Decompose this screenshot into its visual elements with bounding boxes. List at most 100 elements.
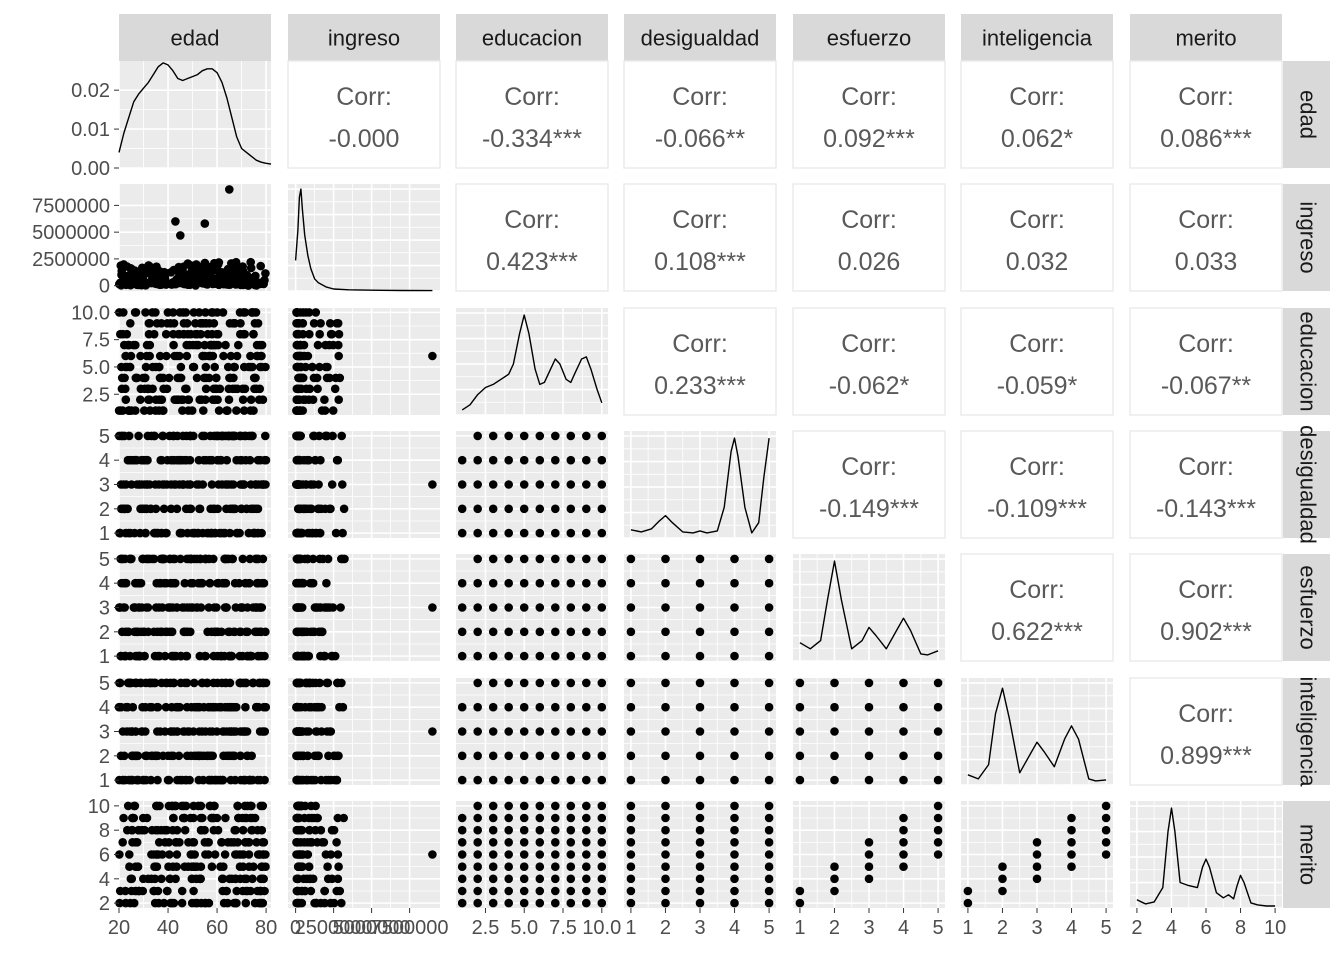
- point: [139, 455, 148, 465]
- point: [297, 603, 307, 612]
- point: [136, 504, 145, 514]
- point: [519, 775, 529, 785]
- point: [122, 727, 132, 736]
- panel-esfuerzo-merito: Corr: 0.902***: [1129, 553, 1283, 662]
- point: [1067, 838, 1076, 847]
- point: [730, 898, 739, 908]
- point: [141, 308, 150, 317]
- point: [504, 578, 513, 588]
- point: [256, 261, 266, 271]
- y-tick-label: 0: [99, 276, 110, 298]
- panel-esfuerzo-ingreso: [288, 554, 440, 661]
- point: [933, 801, 943, 811]
- point: [241, 678, 251, 688]
- point: [519, 578, 529, 588]
- point: [185, 480, 195, 489]
- point: [332, 838, 341, 847]
- panel-merito-desigualdad: [624, 801, 776, 908]
- point: [730, 775, 739, 785]
- corr-panel-bg: [455, 60, 609, 169]
- point: [830, 874, 839, 884]
- point: [157, 395, 167, 405]
- x-tick-label: 2: [660, 917, 671, 939]
- y-tick-label: 6: [99, 845, 110, 867]
- point: [695, 862, 705, 871]
- point: [324, 775, 333, 785]
- point: [257, 862, 266, 871]
- point: [535, 528, 545, 538]
- panel-ingreso-edad: [115, 184, 271, 291]
- point: [314, 480, 323, 489]
- point: [551, 578, 560, 588]
- point: [337, 431, 347, 441]
- point: [221, 340, 230, 350]
- point: [160, 480, 169, 489]
- point: [197, 578, 207, 588]
- point: [329, 898, 339, 908]
- point: [551, 678, 560, 688]
- point: [488, 627, 498, 637]
- point: [185, 340, 194, 350]
- point: [249, 329, 258, 339]
- point: [217, 480, 227, 489]
- point: [164, 373, 174, 383]
- point: [218, 727, 228, 736]
- corr-value: 0.032: [1006, 248, 1069, 276]
- point: [182, 751, 192, 761]
- point: [963, 886, 973, 896]
- point: [208, 351, 218, 361]
- point: [255, 384, 265, 394]
- point: [566, 775, 576, 785]
- point: [184, 838, 193, 847]
- point: [200, 825, 209, 835]
- point: [337, 678, 346, 688]
- point: [176, 231, 185, 240]
- point: [233, 838, 242, 847]
- point: [519, 504, 529, 514]
- point: [258, 838, 267, 847]
- point: [212, 603, 221, 612]
- point: [292, 838, 301, 847]
- point: [224, 395, 234, 405]
- point: [333, 850, 343, 859]
- point: [597, 898, 607, 908]
- point: [864, 874, 874, 884]
- point: [142, 340, 152, 350]
- strip-right-bg: [1283, 431, 1330, 538]
- point: [551, 702, 560, 712]
- y-tick-label: 7500000: [32, 195, 110, 217]
- point: [121, 395, 131, 405]
- point: [306, 801, 316, 811]
- panel-edad-esfuerzo: Corr: 0.092***: [792, 60, 946, 169]
- point: [224, 480, 233, 489]
- point: [998, 886, 1007, 896]
- point: [582, 651, 591, 661]
- corr-label: Corr:: [841, 83, 897, 111]
- point: [189, 886, 198, 896]
- point: [125, 554, 135, 564]
- point: [933, 775, 943, 785]
- point: [597, 702, 607, 712]
- point: [899, 702, 908, 712]
- point: [1032, 874, 1042, 884]
- point: [488, 603, 498, 612]
- x-tick-label: 2: [1131, 917, 1142, 939]
- point: [185, 775, 194, 785]
- point: [300, 886, 310, 896]
- point: [210, 627, 220, 637]
- point: [695, 850, 705, 859]
- point: [626, 886, 636, 896]
- point: [315, 329, 325, 339]
- y-tick-label: 3: [99, 722, 110, 744]
- point: [200, 219, 210, 228]
- point: [193, 262, 203, 271]
- point: [256, 801, 266, 811]
- point: [197, 727, 207, 736]
- point: [204, 455, 214, 465]
- point: [179, 319, 189, 328]
- point: [504, 850, 513, 859]
- point: [313, 340, 323, 350]
- point: [597, 627, 607, 637]
- point: [535, 775, 545, 785]
- point: [295, 351, 305, 361]
